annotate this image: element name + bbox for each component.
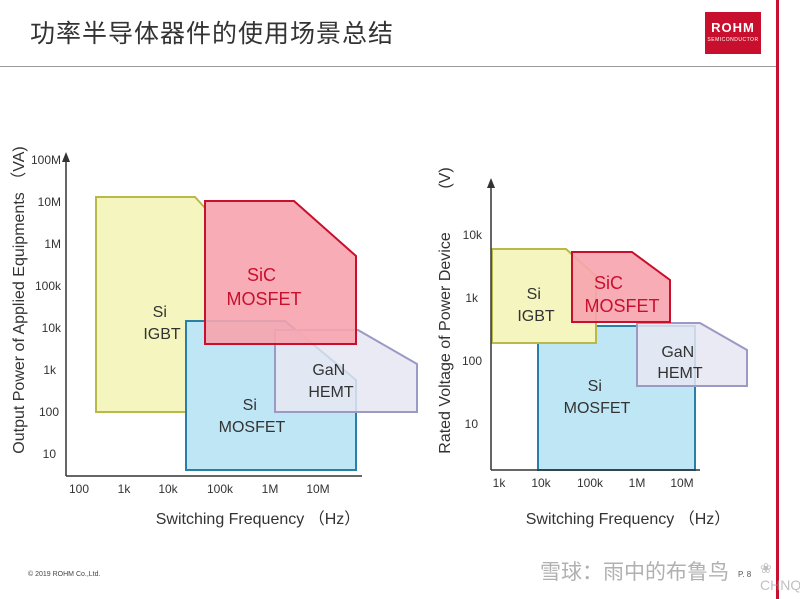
left-x-tick: 10M [306, 482, 329, 496]
right-y-tick: 10 [465, 417, 479, 431]
right-y-tick: 1k [465, 291, 479, 305]
label-line: SiC [594, 273, 623, 293]
label-line: SiC [247, 265, 276, 285]
right-region-sic-mosfet [571, 251, 671, 323]
page-number: P. 8 [738, 570, 752, 579]
label-line: HEMT [657, 365, 703, 382]
right-y-axis-label: Rated Voltage of Power Device [437, 232, 454, 454]
accent-bar [776, 0, 779, 599]
right-label-si-igbt: Si IGBT [517, 286, 555, 325]
right-region-gan-hemt [636, 322, 748, 387]
label-line: Si [243, 397, 257, 414]
left-label-si-igbt: Si IGBT [143, 304, 181, 343]
right-y-arrow [487, 178, 495, 188]
label-line: Si [153, 304, 167, 321]
label-line: IGBT [517, 308, 555, 325]
left-y-axis-label: Output Power of Applied Equipments （VA) [10, 146, 28, 453]
left-y-tick: 1k [43, 363, 57, 377]
label-line: Si [527, 286, 541, 303]
watermark-text: 雪球：雨中的布鲁鸟 [540, 560, 729, 584]
left-label-sic-mosfet: SiC MOSFET [227, 265, 302, 309]
right-label-gan-hemt: GaN HEMT [657, 344, 703, 382]
right-x-tick: 10M [670, 476, 693, 490]
right-x-axis-label: Switching Frequency （Hz） [526, 510, 731, 528]
left-x-tick: 100k [207, 482, 234, 496]
left-region-sic-mosfet [204, 200, 357, 345]
left-y-tick: 1M [44, 237, 61, 251]
label-line: IGBT [143, 326, 181, 343]
right-x-tick: 10k [531, 476, 551, 490]
rohm-logo: ROHM SEMICONDUCTOR [705, 12, 761, 54]
left-y-tick: 100 [39, 405, 59, 419]
label-line: Si [588, 378, 602, 395]
left-label-gan-hemt: GaN HEMT [308, 362, 354, 401]
copyright-text: © 2019 ROHM Co.,Ltd. [28, 571, 101, 578]
left-y-arrow [62, 152, 70, 162]
label-line: GaN [661, 344, 694, 361]
left-y-tick: 100k [35, 279, 62, 293]
right-x-tick: 1k [493, 476, 507, 490]
watermark-logo: ❀ CHNQ [760, 560, 800, 593]
left-x-tick: 1M [262, 482, 279, 496]
right-y-axis-unit: (V) [437, 167, 454, 188]
right-x-tick: 100k [577, 476, 604, 490]
right-chart: 10k 1k 100 10 1k 10k 100k 1M 10M Switchi… [437, 167, 748, 528]
left-x-tick: 10k [158, 482, 178, 496]
label-line: HEMT [308, 384, 354, 401]
right-y-tick: 100 [462, 354, 482, 368]
label-line: MOSFET [219, 419, 286, 436]
left-y-tick: 10M [38, 195, 61, 209]
left-y-tick: 10k [42, 321, 62, 335]
left-chart: 100M 10M 1M 100k 10k 1k 100 10 100 1k 10… [10, 146, 418, 528]
page-title: 功率半导体器件的使用场景总结 [30, 19, 395, 48]
left-y-tick: 100M [31, 153, 61, 167]
right-x-tick: 1M [629, 476, 646, 490]
label-line: MOSFET [585, 296, 660, 316]
logo-main-text: ROHM [711, 20, 755, 35]
header-divider [0, 66, 776, 67]
label-line: GaN [312, 362, 345, 379]
right-label-si-mosfet: Si MOSFET [564, 378, 631, 417]
label-line: MOSFET [564, 400, 631, 417]
left-y-tick: 10 [43, 447, 57, 461]
left-x-tick: 100 [69, 482, 89, 496]
right-y-tick: 10k [463, 228, 483, 242]
label-line: MOSFET [227, 289, 302, 309]
logo-sub-text: SEMICONDUCTOR [707, 37, 759, 43]
left-x-axis-label: Switching Frequency （Hz） [156, 510, 361, 528]
left-label-si-mosfet: Si MOSFET [219, 397, 286, 436]
right-label-sic-mosfet: SiC MOSFET [585, 273, 660, 316]
left-x-tick: 1k [118, 482, 132, 496]
